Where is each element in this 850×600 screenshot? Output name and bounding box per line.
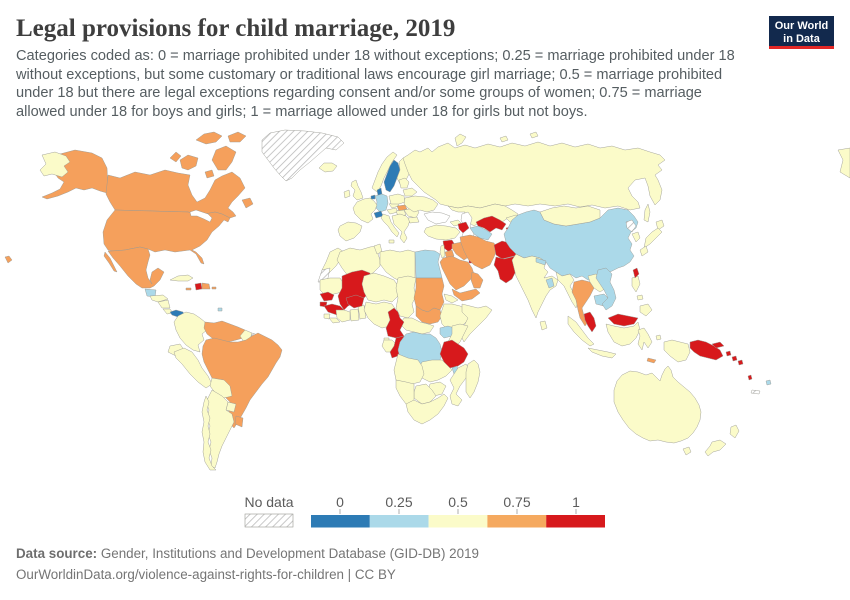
svg-text:0: 0 bbox=[336, 494, 344, 510]
svg-text:0.25: 0.25 bbox=[385, 494, 412, 510]
svg-text:0.5: 0.5 bbox=[448, 494, 468, 510]
svg-text:0.75: 0.75 bbox=[503, 494, 530, 510]
svg-text:No data: No data bbox=[244, 494, 293, 510]
svg-text:1: 1 bbox=[572, 494, 580, 510]
